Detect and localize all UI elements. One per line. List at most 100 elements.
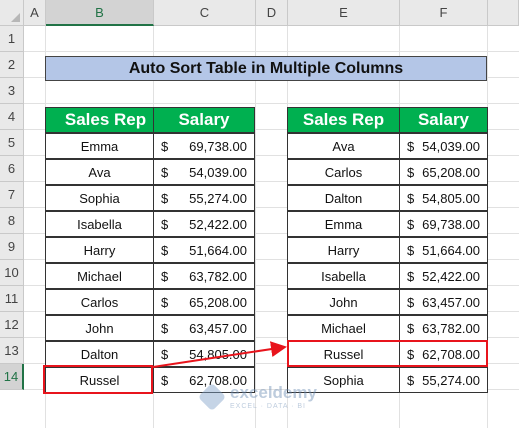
currency-symbol: $ — [407, 294, 415, 310]
currency-symbol: $ — [407, 268, 415, 284]
right-table-salary-cell[interactable]: $54,039.00 — [399, 133, 488, 159]
left-table-name-cell[interactable]: Carlos — [45, 289, 154, 315]
right-table-salary-cell[interactable]: $52,422.00 — [399, 263, 488, 289]
right-table-salary-cell[interactable]: $54,805.00 — [399, 185, 488, 211]
row-header-7[interactable]: 7 — [0, 182, 24, 208]
row-header-3[interactable]: 3 — [0, 78, 24, 104]
left-table-salary-cell[interactable]: $62,708.00 — [153, 367, 255, 393]
right-table-salary-cell[interactable]: $55,274.00 — [399, 367, 488, 393]
gridline — [24, 233, 519, 234]
salary-amount: 69,738.00 — [189, 138, 247, 154]
currency-symbol: $ — [161, 320, 169, 336]
right-table-name-cell[interactable]: Carlos — [287, 159, 400, 185]
right-table-name-cell[interactable]: Ava — [287, 133, 400, 159]
left-table-name-cell[interactable]: Michael — [45, 263, 154, 289]
left-table-salary-cell[interactable]: $54,039.00 — [153, 159, 255, 185]
row-header-4[interactable]: 4 — [0, 104, 24, 130]
column-header-d[interactable]: D — [256, 0, 288, 26]
salary-amount: 51,664.00 — [422, 242, 480, 258]
left-header-salary[interactable]: Salary — [153, 107, 255, 133]
sort-arrow — [152, 341, 287, 368]
row-header-2[interactable]: 2 — [0, 52, 24, 78]
currency-symbol: $ — [407, 242, 415, 258]
right-header-sales-rep[interactable]: Sales Rep — [287, 107, 400, 133]
left-table-name-cell[interactable]: Isabella — [45, 211, 154, 237]
left-table-salary-cell[interactable]: $65,208.00 — [153, 289, 255, 315]
right-table-name-cell[interactable]: John — [287, 289, 400, 315]
currency-symbol: $ — [407, 346, 415, 362]
currency-symbol: $ — [161, 346, 169, 362]
right-table-salary-cell[interactable]: $65,208.00 — [399, 159, 488, 185]
left-table-salary-cell[interactable]: $51,664.00 — [153, 237, 255, 263]
right-table-name-cell[interactable]: Isabella — [287, 263, 400, 289]
right-table-name-cell[interactable]: Emma — [287, 211, 400, 237]
column-header-a[interactable]: A — [24, 0, 46, 26]
salary-amount: 65,208.00 — [422, 164, 480, 180]
gridline — [24, 51, 519, 52]
salary-amount: 63,457.00 — [422, 294, 480, 310]
gridline — [24, 155, 519, 156]
row-header-9[interactable]: 9 — [0, 234, 24, 260]
salary-amount: 54,805.00 — [422, 190, 480, 206]
currency-symbol: $ — [161, 242, 169, 258]
currency-symbol: $ — [407, 164, 415, 180]
left-table-name-cell[interactable]: Sophia — [45, 185, 154, 211]
left-table-salary-cell[interactable]: $63,457.00 — [153, 315, 255, 341]
gridline — [24, 129, 519, 130]
select-all-corner[interactable] — [0, 0, 24, 26]
salary-amount: 52,422.00 — [422, 268, 480, 284]
currency-symbol: $ — [407, 216, 415, 232]
column-header-f[interactable]: F — [400, 0, 488, 26]
sheet-title-cell[interactable]: Auto Sort Table in Multiple Columns — [45, 56, 487, 81]
currency-symbol: $ — [407, 320, 415, 336]
salary-amount: 55,274.00 — [422, 372, 480, 388]
right-table-name-cell[interactable]: Sophia — [287, 367, 400, 393]
row-header-1[interactable]: 1 — [0, 26, 24, 52]
row-header-5[interactable]: 5 — [0, 130, 24, 156]
gridline — [255, 26, 256, 428]
watermark-brand: exceldemy — [230, 383, 317, 402]
left-table-name-cell[interactable]: John — [45, 315, 154, 341]
currency-symbol: $ — [161, 372, 169, 388]
row-header-12[interactable]: 12 — [0, 312, 24, 338]
salary-amount: 54,039.00 — [189, 164, 247, 180]
column-header-e[interactable]: E — [288, 0, 400, 26]
row-header-6[interactable]: 6 — [0, 156, 24, 182]
currency-symbol: $ — [161, 190, 169, 206]
left-header-sales-rep[interactable]: Sales Rep — [45, 107, 166, 133]
right-table-name-cell[interactable]: Harry — [287, 237, 400, 263]
right-table-salary-cell[interactable]: $69,738.00 — [399, 211, 488, 237]
gridline — [24, 259, 519, 260]
row-header-14[interactable]: 14 — [0, 364, 24, 390]
left-table-salary-cell[interactable]: $55,274.00 — [153, 185, 255, 211]
gridline — [24, 285, 519, 286]
row-header-10[interactable]: 10 — [0, 260, 24, 286]
salary-amount: 63,782.00 — [422, 320, 480, 336]
row-header-11[interactable]: 11 — [0, 286, 24, 312]
row-header-13[interactable]: 13 — [0, 338, 24, 364]
column-header-b[interactable]: B — [46, 0, 154, 26]
right-table-salary-cell[interactable]: $51,664.00 — [399, 237, 488, 263]
right-table-name-cell[interactable]: Dalton — [287, 185, 400, 211]
currency-symbol: $ — [161, 216, 169, 232]
right-table-salary-cell[interactable]: $63,457.00 — [399, 289, 488, 315]
right-header-salary[interactable]: Salary — [399, 107, 488, 133]
currency-symbol: $ — [407, 190, 415, 206]
gridline — [24, 363, 519, 364]
salary-amount: 63,782.00 — [189, 268, 247, 284]
exceldemy-logo-icon — [197, 382, 227, 412]
currency-symbol: $ — [161, 268, 169, 284]
right-table-salary-cell[interactable]: $63,782.00 — [399, 315, 488, 341]
left-table-name-cell[interactable]: Emma — [45, 133, 154, 159]
exceldemy-watermark: exceldemy EXCEL · DATA · BI — [197, 380, 342, 414]
salary-amount: 65,208.00 — [189, 294, 247, 310]
left-table-salary-cell[interactable]: $69,738.00 — [153, 133, 255, 159]
left-table-salary-cell[interactable]: $52,422.00 — [153, 211, 255, 237]
watermark-tagline: EXCEL · DATA · BI — [230, 403, 306, 410]
column-header-c[interactable]: C — [154, 0, 256, 26]
left-table-salary-cell[interactable]: $63,782.00 — [153, 263, 255, 289]
currency-symbol: $ — [161, 164, 169, 180]
row-header-8[interactable]: 8 — [0, 208, 24, 234]
salary-amount: 62,708.00 — [189, 372, 247, 388]
